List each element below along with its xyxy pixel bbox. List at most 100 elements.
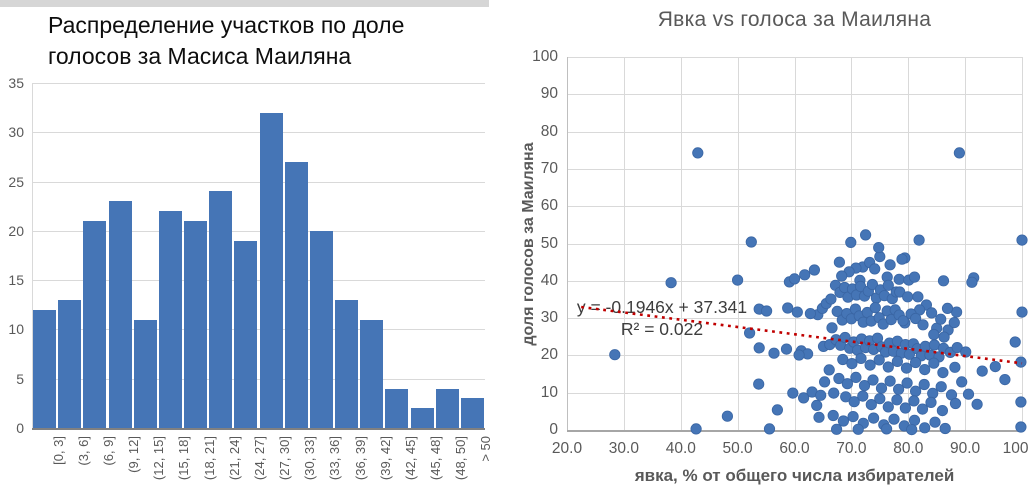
scatter-point [909,385,922,397]
scatter-y-tick-label: 90 [540,85,558,103]
scatter-point [848,396,860,408]
histogram-bar [335,299,359,428]
scatter-y-axis-line [567,57,568,430]
scatter-point [841,378,853,390]
scatter-point [833,256,845,268]
scatter-point [804,308,816,320]
histogram-x-tick-label: (6, 9] [100,436,116,466]
scatter-point [1016,234,1028,246]
histogram-y-tick-label: 15 [8,272,24,289]
scatter-point [891,394,903,406]
scatter-point [875,382,888,394]
scatter-point [948,316,960,329]
scatter-point [906,423,918,436]
histogram-x-tick-label: (18, 21] [201,436,217,481]
scatter-x-axis-title: явка, % от общего числа избирателей [634,466,955,485]
scatter-point [732,274,744,286]
scatter-point [896,253,908,265]
histogram-bar [309,230,333,428]
scatter-point [1015,356,1027,368]
scatter-x-axis-line [567,430,1022,432]
scatter-point [897,315,909,327]
scatter-y-tick-label: 40 [540,271,558,289]
scatter-point [771,404,783,416]
scatter-point [928,357,940,369]
top-edge-strip [0,0,489,7]
scatter-point [780,343,793,355]
histogram-bar [385,388,409,428]
histogram-y-tick-label: 30 [8,124,24,141]
y-axis-line [32,83,33,428]
scatter-x-tick-label: 90.0 [950,440,981,457]
scatter-point [966,276,978,288]
scatter-x-gridline [908,57,910,430]
scatter-point [884,375,896,387]
histogram-x-tick-label: (9, 12] [126,436,142,473]
y-gridline [32,329,485,331]
scatter-x-tick-label: 70.0 [836,440,867,457]
histogram-bar [83,221,107,428]
scatter-point [837,353,849,366]
scatter-y-tick-label: 30 [540,309,558,327]
scatter-point [899,402,911,414]
x-axis-line [32,428,485,430]
histogram-bar [58,299,82,428]
scatter-point [908,271,921,283]
scatter-point [901,377,913,389]
scatter-point [745,236,757,248]
scatter-point [919,363,931,376]
histogram-y-tick-label: 25 [8,173,24,190]
scatter-point [1015,421,1027,433]
histogram-x-tick-label: (45, 48] [428,436,444,481]
histogram-bar [108,201,132,428]
scatter-point [692,147,704,159]
scatter-point [791,306,803,318]
scatter-point [902,291,914,303]
scatter-point [956,376,968,388]
scatter-point [665,277,677,289]
histogram-x-tick-label: (33, 36] [327,436,343,481]
scatter-x-tick-label: 40.0 [665,440,696,457]
y-gridline [32,230,485,232]
scatter-point [788,273,801,285]
scatter-point [1009,336,1021,348]
scatter-point [882,361,894,373]
scatter-point [826,322,838,334]
scatter-point [935,313,947,325]
histogram-x-tick-label: (12, 15] [151,436,167,481]
scatter-y-tick-label: 20 [540,346,558,364]
histogram-bar [259,112,283,428]
histogram-x-tick-label: > 50 [478,436,494,462]
scatter-y-tick-label: 0 [549,421,558,438]
histogram-y-tick-label: 0 [16,420,24,436]
scatter-point [808,264,820,276]
scatter-point [761,305,773,317]
scatter-point [1015,396,1027,408]
scatter-point [916,403,929,415]
scatter-point [882,401,894,413]
scatter-point [939,422,951,435]
histogram-title: Распределение участков по доле голосов за… [48,10,488,72]
scatter-point [798,392,810,404]
scatter-point [864,359,876,371]
histogram-x-tick-label: (39, 42] [377,436,393,481]
scatter-y-tick-label: 60 [540,197,558,215]
scatter-point [721,410,733,422]
scatter-point [949,397,962,410]
scatter-point [852,423,864,435]
scatter-point [744,327,756,339]
scatter-point [893,273,905,285]
scatter-point [925,396,937,408]
scatter-point [938,331,950,343]
scatter-point [888,413,900,425]
scatter-point [912,291,924,303]
scatter-point [937,366,949,379]
scatter-point [891,355,903,367]
scatter-point [869,263,881,275]
scatter-x-tick-label: 60.0 [779,440,810,457]
scatter-point [935,381,947,393]
scatter-point [873,242,885,254]
scatter-point [989,360,1001,373]
scatter-x-tick-label: 30.0 [608,440,639,457]
scatter-point [830,423,843,435]
